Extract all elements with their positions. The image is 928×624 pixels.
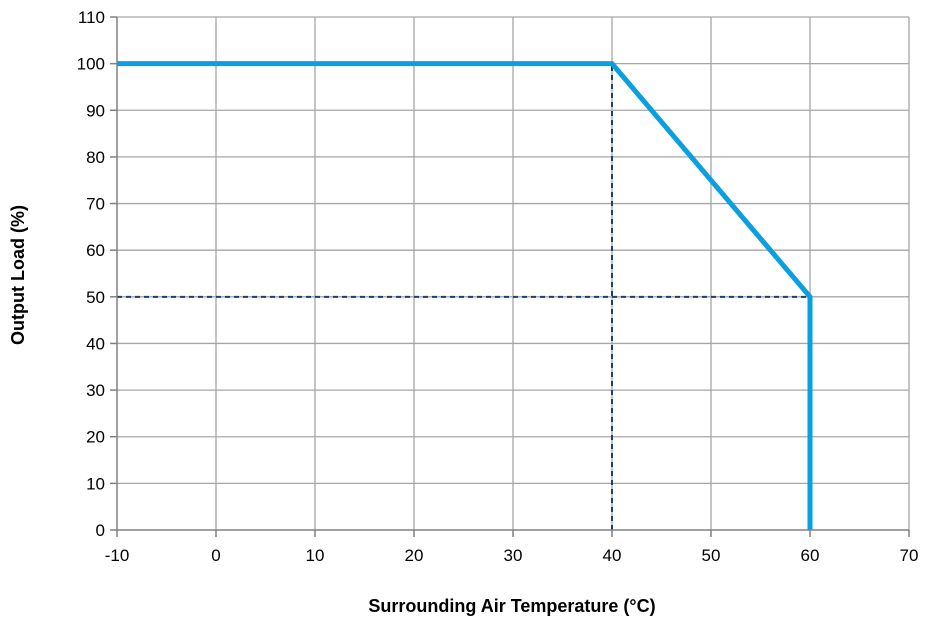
y-tick-label: 70: [86, 195, 105, 214]
series-line: [117, 61, 813, 530]
y-tick-label: 60: [86, 241, 105, 260]
y-tick-label: 90: [86, 101, 105, 120]
x-tick-label: 60: [801, 546, 820, 565]
reference-lines: [117, 63, 810, 530]
x-tick-label: 50: [702, 546, 721, 565]
y-tick-labels: 0 10 20 30 40 50 60 70 80 90 100 110: [77, 8, 105, 540]
y-tick-label: 30: [86, 381, 105, 400]
x-tick-labels: -10 0 10 20 30 40 50 60 70: [105, 546, 919, 565]
y-tick-label: 40: [86, 334, 105, 353]
x-tick-label: 10: [306, 546, 325, 565]
x-tick-label: 70: [900, 546, 919, 565]
y-tick-label: 10: [86, 474, 105, 493]
y-axis-title: Output Load (%): [8, 205, 28, 345]
y-tick-label: 100: [77, 55, 105, 74]
x-tick-label: -10: [105, 546, 130, 565]
y-tick-label: 110: [78, 8, 105, 27]
y-tick-label: 0: [96, 521, 105, 540]
axes: [110, 16, 910, 537]
y-tick-label: 50: [86, 288, 105, 307]
x-tick-label: 30: [504, 546, 523, 565]
series-lines: [117, 61, 813, 530]
x-axis-title: Surrounding Air Temperature (°C): [368, 596, 655, 616]
x-tick-label: 20: [405, 546, 424, 565]
y-tick-label: 80: [86, 148, 105, 167]
x-tick-label: 40: [603, 546, 622, 565]
y-tick-label: 20: [86, 428, 105, 447]
x-tick-label: 0: [211, 546, 220, 565]
